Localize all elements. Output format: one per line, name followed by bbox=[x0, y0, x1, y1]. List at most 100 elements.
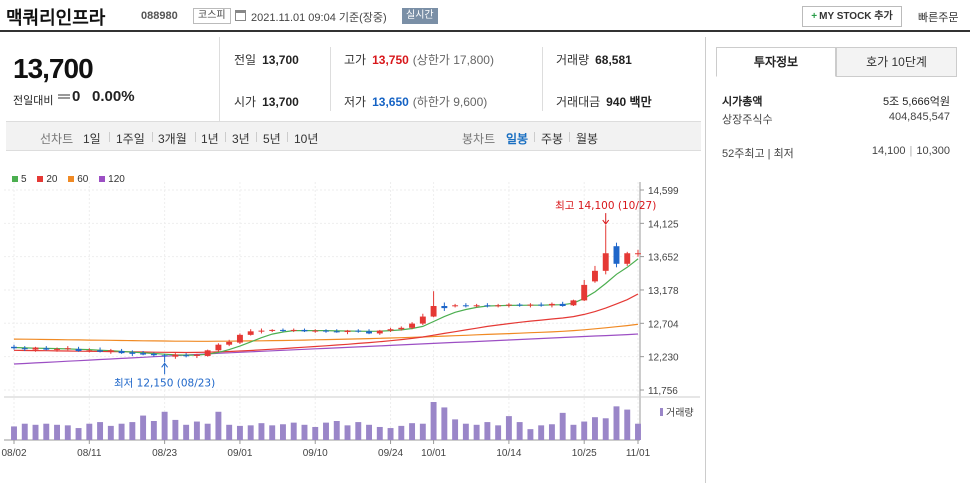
range-52w-values: 14,100 | 10,300 bbox=[872, 145, 950, 157]
stat-high: 고가 13,750 (상한가 17,800) bbox=[344, 51, 494, 68]
change-label: 전일대비 bbox=[13, 95, 54, 107]
volume-bar bbox=[280, 424, 286, 440]
candlestick-chart[interactable]: 14,599 14,125 13,652 13,178 12,704 12,230 11,7… bbox=[0, 170, 700, 470]
volume-bar bbox=[193, 421, 200, 440]
volume-bar bbox=[473, 424, 480, 440]
candle-weekly[interactable]: 주봉 bbox=[541, 132, 564, 146]
candle-body bbox=[333, 331, 340, 333]
divider bbox=[330, 47, 331, 111]
volume-bar bbox=[118, 423, 125, 440]
volume-bar bbox=[495, 425, 502, 440]
volume-bar bbox=[527, 429, 534, 440]
period-1y[interactable]: 1년 bbox=[201, 132, 219, 146]
header-bar: 맥쿼리인프라 088980 코스피 2021.11.01 09:04 기준(장중… bbox=[0, 0, 970, 32]
chart-period-bar: 선차트 1일 1주일 3개월 1년 3년 5년 10년 봉차트 일봉 주봉 월봉 bbox=[6, 121, 701, 151]
candle-body bbox=[635, 253, 641, 255]
volume-bar bbox=[452, 419, 459, 440]
candle-body bbox=[495, 305, 502, 307]
y-tick-label: 12,704 bbox=[648, 319, 679, 330]
price-summary: 13,700 전일대비 0 0.00% bbox=[6, 37, 219, 121]
legend-swatch bbox=[12, 176, 18, 182]
y-tick-label: 14,125 bbox=[648, 219, 679, 230]
stat-amount-value: 940 백만 bbox=[606, 95, 652, 109]
candle-body bbox=[538, 304, 545, 306]
volume-bar bbox=[204, 423, 211, 440]
line-chart-label: 선차트 bbox=[40, 132, 74, 146]
ma120-line bbox=[13, 333, 639, 365]
stat-amount: 거래대금 940 백만 bbox=[556, 93, 652, 110]
market-badge: 코스피 bbox=[193, 8, 231, 24]
volume-bar bbox=[86, 423, 93, 440]
stat-prev-value: 13,700 bbox=[262, 53, 299, 67]
volume-bar bbox=[387, 428, 394, 440]
legend-swatch bbox=[68, 176, 75, 182]
candle-body bbox=[247, 331, 254, 335]
legend-ma120[interactable]: 120 bbox=[99, 174, 125, 185]
volume-bar bbox=[75, 428, 82, 440]
divider bbox=[109, 132, 110, 142]
divider bbox=[152, 132, 153, 142]
period-1d[interactable]: 1일 bbox=[83, 132, 101, 146]
stat-volume-value: 68,581 bbox=[595, 53, 632, 67]
stat-high-limit: (상한가 17,800) bbox=[412, 53, 494, 67]
volume-legend-swatch bbox=[660, 408, 663, 416]
investment-info-panel: 투자정보 호가 10단계 시가총액 5조 5,666억원 상장주식수 404,8… bbox=[705, 37, 970, 483]
candle-body bbox=[107, 350, 114, 352]
x-tick-label: 08/23 bbox=[152, 448, 177, 459]
period-3y[interactable]: 3년 bbox=[232, 132, 250, 146]
market-cap-label: 시가총액 bbox=[722, 96, 763, 108]
candle-body bbox=[473, 305, 480, 307]
mystock-add-button[interactable]: + MY STOCK 추가 bbox=[802, 6, 902, 27]
volume-bar bbox=[333, 421, 340, 440]
candle-body bbox=[355, 330, 362, 332]
candle-daily[interactable]: 일봉 bbox=[506, 132, 529, 146]
legend-ma5[interactable]: 5 bbox=[12, 174, 27, 185]
y-tick-label: 14,599 bbox=[648, 186, 679, 197]
candle-body bbox=[312, 330, 319, 332]
x-tick-label: 09/10 bbox=[303, 448, 328, 459]
legend-label: 5 bbox=[21, 174, 27, 185]
x-tick-label: 11/01 bbox=[626, 448, 651, 459]
period-5y[interactable]: 5년 bbox=[263, 132, 281, 146]
quick-order-link[interactable]: 빠른주문 bbox=[918, 12, 959, 24]
stat-open: 시가 13,700 bbox=[234, 93, 299, 110]
period-10y[interactable]: 10년 bbox=[294, 132, 319, 146]
period-1w[interactable]: 1주일 bbox=[116, 132, 145, 146]
legend-ma60[interactable]: 60 bbox=[68, 174, 88, 185]
shares-label: 상장주식수 bbox=[722, 114, 773, 126]
x-tick-label: 09/01 bbox=[227, 448, 252, 459]
candle-body bbox=[559, 303, 566, 307]
volume-bar bbox=[344, 425, 351, 440]
candle-body bbox=[290, 329, 297, 331]
realtime-badge[interactable]: 실시간 bbox=[402, 8, 438, 24]
candle-body bbox=[280, 329, 286, 331]
volume-bar bbox=[516, 422, 523, 440]
volume-bar bbox=[430, 402, 437, 440]
period-3m[interactable]: 3개월 bbox=[158, 132, 187, 146]
candle-body bbox=[64, 348, 71, 350]
candle-body bbox=[398, 327, 405, 330]
volume-bar bbox=[290, 422, 297, 440]
volume-bar bbox=[97, 422, 104, 440]
volume-bar bbox=[11, 426, 17, 440]
volume-bar bbox=[624, 409, 631, 440]
candle-body bbox=[140, 353, 147, 355]
candle-body bbox=[54, 348, 60, 350]
candle-body bbox=[269, 329, 276, 331]
volume-bar bbox=[258, 423, 265, 440]
tab-order-book[interactable]: 호가 10단계 bbox=[836, 47, 957, 77]
volume-bar bbox=[64, 425, 71, 440]
volume-bar bbox=[355, 422, 362, 440]
stat-prev: 전일 13,700 bbox=[234, 51, 299, 68]
y-tick-label: 11,756 bbox=[648, 386, 678, 397]
legend-ma20[interactable]: 20 bbox=[37, 174, 57, 185]
volume-bar bbox=[602, 418, 609, 440]
plus-icon: + bbox=[811, 11, 818, 22]
volume-bar bbox=[107, 425, 114, 440]
candle-monthly[interactable]: 월봉 bbox=[576, 132, 599, 146]
tab-investment-info[interactable]: 투자정보 bbox=[716, 47, 836, 77]
candle-body bbox=[161, 355, 168, 357]
volume-bar bbox=[613, 406, 620, 440]
candle-body bbox=[21, 348, 28, 350]
candle-body bbox=[11, 346, 17, 349]
